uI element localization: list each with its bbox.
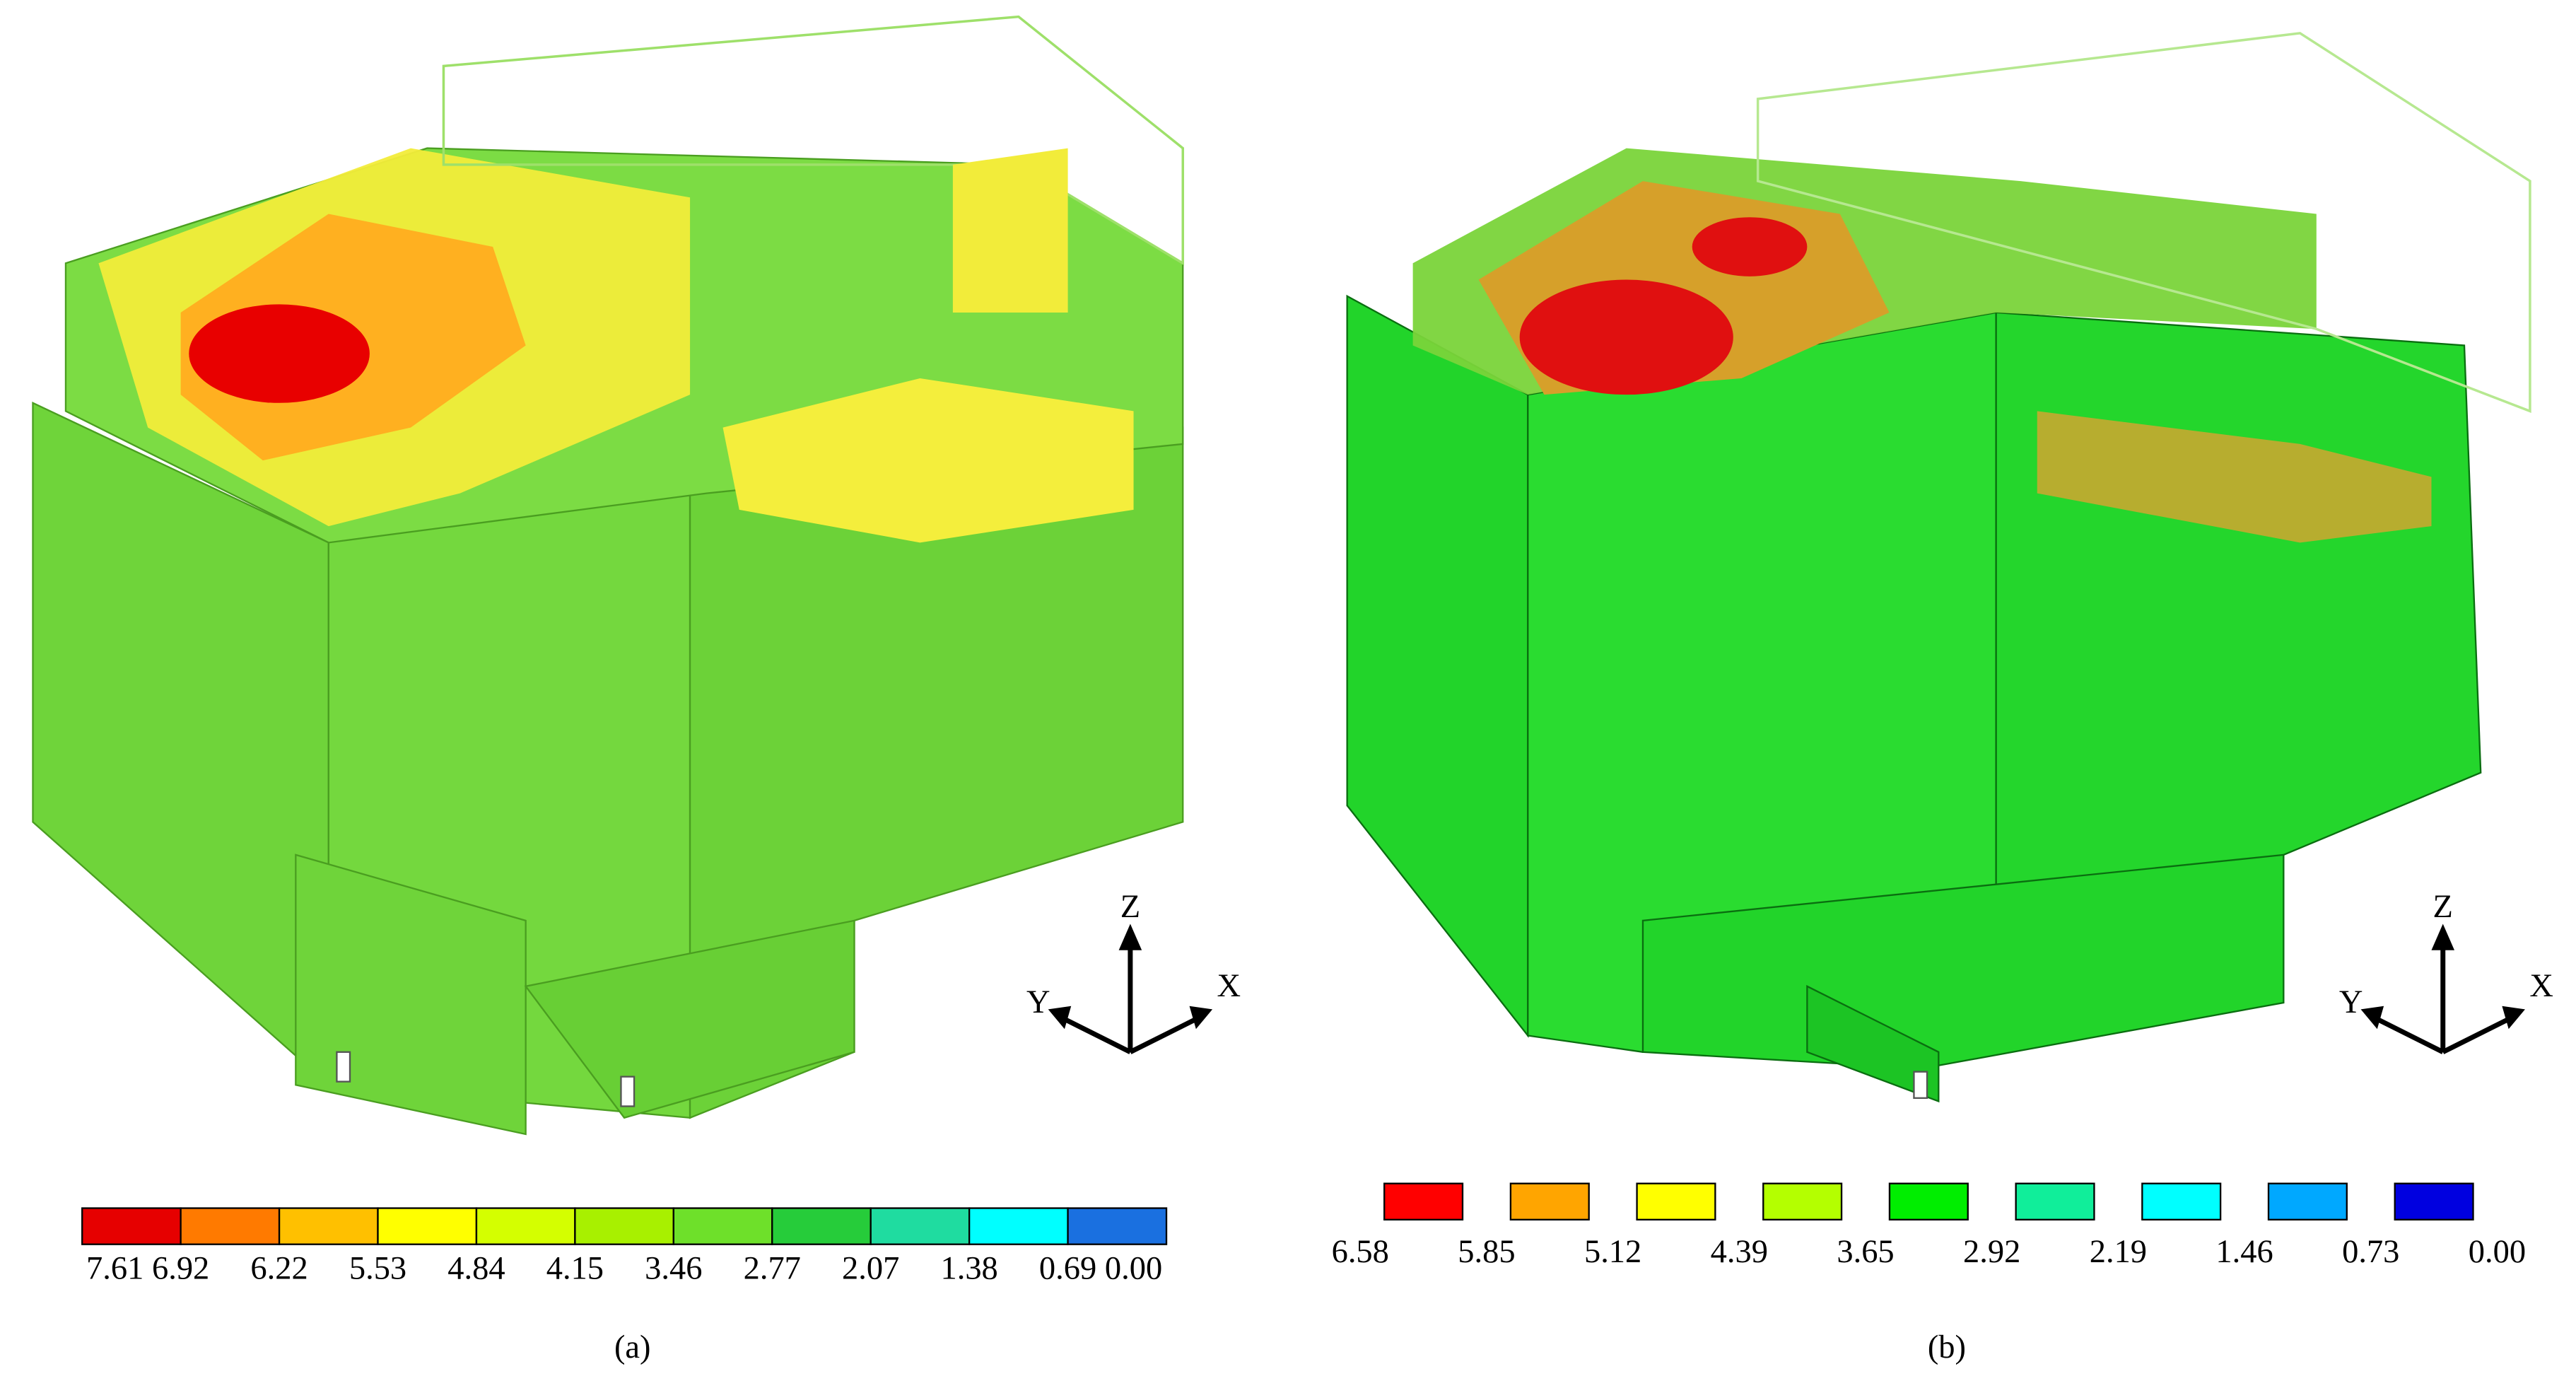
legend-swatch — [1509, 1182, 1590, 1220]
legend-label: 1.46 — [2215, 1234, 2273, 1270]
legend-swatch — [1636, 1182, 1716, 1220]
legend-swatch — [475, 1207, 576, 1245]
legend-swatch — [1888, 1182, 1969, 1220]
axis-arrow — [2376, 1017, 2445, 1054]
arrow-head — [1048, 1006, 1072, 1030]
model-a — [32, 15, 1185, 1136]
axis-arrow — [2442, 1017, 2510, 1054]
legend-label: 6.22 — [250, 1250, 308, 1286]
axis-arrow — [1063, 1017, 1132, 1054]
legend-label: 0.00 — [2469, 1234, 2526, 1270]
legend-label: 2.92 — [1963, 1234, 2020, 1270]
legend-label: 3.46 — [645, 1250, 702, 1286]
legend-label: 6.58 — [1332, 1234, 1389, 1270]
legend-swatch — [870, 1207, 971, 1245]
arrow-head — [2502, 1006, 2525, 1030]
arrow-head — [2431, 923, 2455, 950]
legend-label: 2.07 — [842, 1250, 899, 1286]
legend-swatch — [2015, 1182, 2095, 1220]
legend-label: 0.73 — [2342, 1234, 2399, 1270]
axis-label: Z — [1120, 889, 1140, 925]
legend-label: 4.84 — [447, 1250, 505, 1286]
legend-swatch — [1762, 1182, 1843, 1220]
legend-swatch — [180, 1207, 281, 1245]
axis-label: X — [1217, 968, 1241, 1004]
legend-label: 2.77 — [744, 1250, 801, 1286]
legend-swatch — [574, 1207, 674, 1245]
legend-label: 0.00 — [1105, 1250, 1162, 1286]
legend-swatch — [2267, 1182, 2348, 1220]
legend-label: 6.92 — [152, 1250, 209, 1286]
legend-label: 2.19 — [2090, 1234, 2147, 1270]
legend-swatch — [377, 1207, 478, 1245]
legend-label: 0.69 — [1039, 1250, 1096, 1286]
axis-label: X — [2529, 968, 2553, 1004]
axis-arrow — [1129, 1017, 1198, 1054]
legend-swatch — [278, 1207, 379, 1245]
panel-caption: (b) — [1928, 1329, 1966, 1365]
panel-caption: (a) — [614, 1329, 651, 1365]
legend-swatch — [672, 1207, 773, 1245]
axis-label: Z — [2433, 889, 2453, 925]
legend-label: 4.39 — [1711, 1234, 1768, 1270]
legend-label: 5.85 — [1458, 1234, 1515, 1270]
model-b — [1346, 32, 2531, 1103]
legend-label: 7.61 — [86, 1250, 144, 1286]
legend-label: 5.12 — [1584, 1234, 1641, 1270]
axis-label: Y — [1026, 984, 1050, 1020]
legend-label: 1.38 — [940, 1250, 997, 1286]
legend-swatch — [1067, 1207, 1168, 1245]
axis-label: Y — [2339, 984, 2363, 1020]
legend-swatch — [2141, 1182, 2222, 1220]
legend-swatch — [1383, 1182, 1464, 1220]
arrow-head — [1118, 923, 1142, 950]
legend-swatch — [81, 1207, 182, 1245]
legend-label: 3.65 — [1837, 1234, 1894, 1270]
legend-label: 4.15 — [546, 1250, 604, 1286]
legend-swatch — [968, 1207, 1069, 1245]
legend-swatch — [2394, 1182, 2474, 1220]
arrow-head — [2360, 1006, 2384, 1030]
legend-swatch — [771, 1207, 872, 1245]
arrow-head — [1189, 1006, 1213, 1030]
legend-label: 5.53 — [349, 1250, 406, 1286]
